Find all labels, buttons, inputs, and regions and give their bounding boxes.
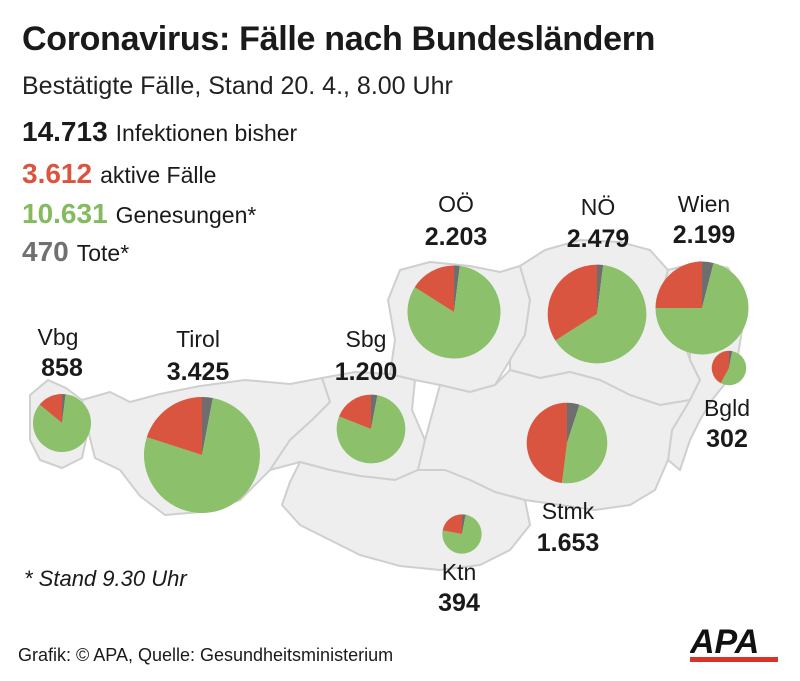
pie-ooe-recovered (407, 265, 501, 359)
pie-ktn-deaths (462, 514, 466, 534)
label-sbg-name: Sbg (346, 326, 387, 352)
label-tirol-value: 3.425 (167, 358, 230, 386)
label-stmk-value: 1.653 (537, 529, 600, 557)
label-bgld-value: 302 (706, 425, 748, 453)
pie-wien-active (655, 261, 702, 308)
pie-stmk-recovered (561, 404, 608, 484)
pie-vbg-active (39, 393, 62, 423)
pie-wien-recovered (655, 262, 749, 355)
pie-wien-deaths (702, 261, 714, 308)
label-tirol-name: Tirol (176, 326, 220, 352)
chart-title: Coronavirus: Fälle nach Bundesländern (22, 20, 656, 58)
stat-deaths-value: 470 (22, 236, 69, 267)
stat-infections-value: 14.713 (22, 116, 108, 147)
label-bgld-name: Bgld (704, 395, 750, 421)
stat-infections: 14.713 Infektionen bisher (22, 116, 297, 148)
label-ooe-name: OÖ (438, 191, 474, 217)
pie-bgld-recovered (720, 351, 747, 386)
pie-ooe-deaths (454, 265, 460, 312)
pie-sbg-recovered (336, 395, 406, 464)
label-noe-name: NÖ (581, 194, 616, 220)
pie-sbg-active (339, 394, 371, 429)
pie-tirol-recovered (144, 398, 261, 513)
label-sbg-value: 1.200 (335, 358, 398, 386)
chart-subtitle: Bestätigte Fälle, Stand 20. 4., 8.00 Uhr (22, 72, 453, 100)
label-vbg-name: Vbg (38, 324, 79, 350)
pie-noe-recovered (555, 265, 647, 364)
stat-active: 3.612 aktive Fälle (22, 158, 216, 190)
pie-markers (32, 261, 749, 554)
pie-noe-deaths (597, 264, 604, 314)
stat-recovered-value: 10.631 (22, 198, 108, 229)
stat-deaths-label: Tote* (76, 240, 130, 266)
stat-active-value: 3.612 (22, 158, 93, 189)
pie-stmk-deaths (567, 402, 580, 443)
pie-tirol-active (146, 397, 202, 455)
region-labels: Vbg 858 Tirol 3.425 Sbg 1.200 OÖ 2.203 N… (38, 191, 750, 617)
stat-active-label: aktive Fälle (100, 162, 217, 188)
pie-vbg-recovered (32, 394, 92, 453)
label-ktn-name: Ktn (442, 559, 477, 585)
stat-deaths: 470 Tote* (22, 236, 129, 268)
footnote: * Stand 9.30 Uhr (24, 566, 187, 591)
pie-vbg-deaths (62, 393, 66, 423)
pie-noe-active (547, 264, 597, 341)
pie-bgld-active (711, 350, 729, 384)
source-credit: Grafik: © APA, Quelle: Gesundheitsminist… (18, 645, 394, 665)
stat-infections-label: Infektionen bisher (115, 120, 298, 146)
apa-logo-text: APA (690, 624, 759, 661)
label-wien-value: 2.199 (673, 221, 736, 249)
label-stmk-name: Stmk (542, 498, 595, 524)
label-ooe-value: 2.203 (425, 223, 488, 251)
pie-ktn-active (442, 514, 462, 534)
stat-recovered-label: Genesungen* (115, 202, 257, 228)
label-vbg-value: 858 (41, 354, 83, 382)
stat-recovered: 10.631 Genesungen* (22, 198, 256, 230)
label-noe-value: 2.479 (567, 225, 630, 253)
pie-bgld-deaths (729, 350, 733, 368)
pie-sbg-deaths (371, 394, 378, 429)
pie-tirol-deaths (202, 397, 213, 455)
apa-logo: APA (690, 624, 778, 662)
label-ktn-value: 394 (438, 589, 480, 617)
pie-stmk-active (526, 402, 567, 483)
apa-logo-bar (690, 657, 778, 662)
pie-ooe-active (414, 265, 454, 312)
pie-ktn-recovered (442, 514, 482, 554)
label-wien-name: Wien (678, 191, 730, 217)
